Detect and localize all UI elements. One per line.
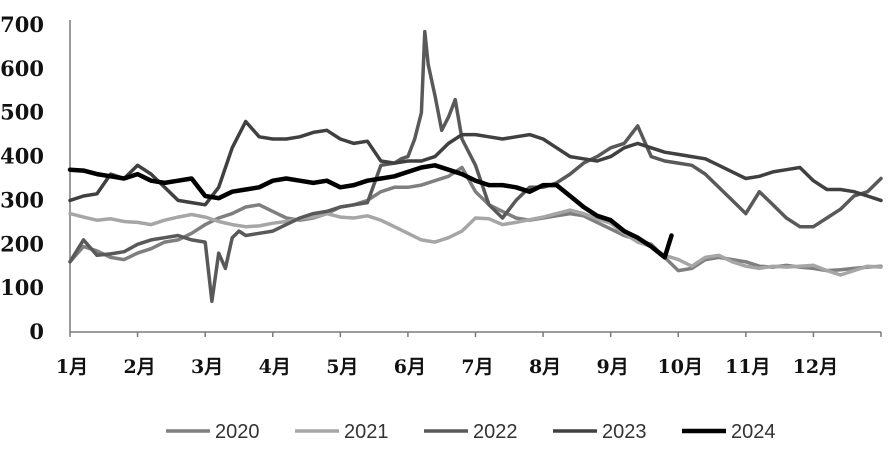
axes — [69, 20, 882, 337]
x-tick-label: 5月 — [326, 356, 358, 378]
y-tick-label: 600 — [0, 56, 44, 81]
x-tick-label: 3月 — [191, 356, 223, 378]
x-tick-label: 8月 — [529, 356, 561, 378]
series-line-2020 — [68, 165, 883, 273]
y-tick-label: 400 — [0, 144, 44, 169]
y-tick-label: 300 — [0, 187, 44, 212]
series-lines — [67, 29, 883, 304]
y-tick-label: 700 — [0, 12, 44, 37]
x-tick-label: 7月 — [461, 356, 493, 378]
x-tick-label: 10月 — [658, 356, 703, 378]
legend-label-2020: 2020 — [215, 421, 260, 443]
legend-label-2022: 2022 — [473, 421, 518, 443]
y-tick-label: 0 — [29, 319, 44, 344]
x-tick-label: 11月 — [725, 356, 770, 378]
series-line-2021 — [68, 208, 883, 277]
x-tick-label: 9月 — [597, 356, 629, 378]
x-tick-label: 1月 — [56, 356, 88, 378]
x-tick-label: 4月 — [259, 356, 291, 378]
series-line-2022 — [68, 29, 883, 304]
y-tick-label: 100 — [0, 275, 44, 300]
series-line-2023 — [68, 119, 883, 207]
y-axis-ticks: 0 100 200 300 400 500 600 700 — [0, 12, 44, 344]
y-tick-label: 500 — [0, 100, 44, 125]
legend-label-2023: 2023 — [602, 421, 647, 443]
series-line-2024 — [67, 163, 674, 260]
legend-label-2024: 2024 — [731, 421, 776, 443]
y-tick-label: 200 — [0, 231, 44, 256]
legend: 2020 2021 2022 2023 2024 — [166, 421, 776, 443]
legend-label-2021: 2021 — [344, 421, 389, 443]
x-tick-label: 6月 — [394, 356, 426, 378]
x-tick-label: 2月 — [123, 356, 155, 378]
x-tick-label: 12月 — [793, 356, 838, 378]
x-axis-ticks: 1月 2月 3月 4月 5月 6月 7月 8月 9月 10月 11月 12月 — [56, 356, 838, 378]
